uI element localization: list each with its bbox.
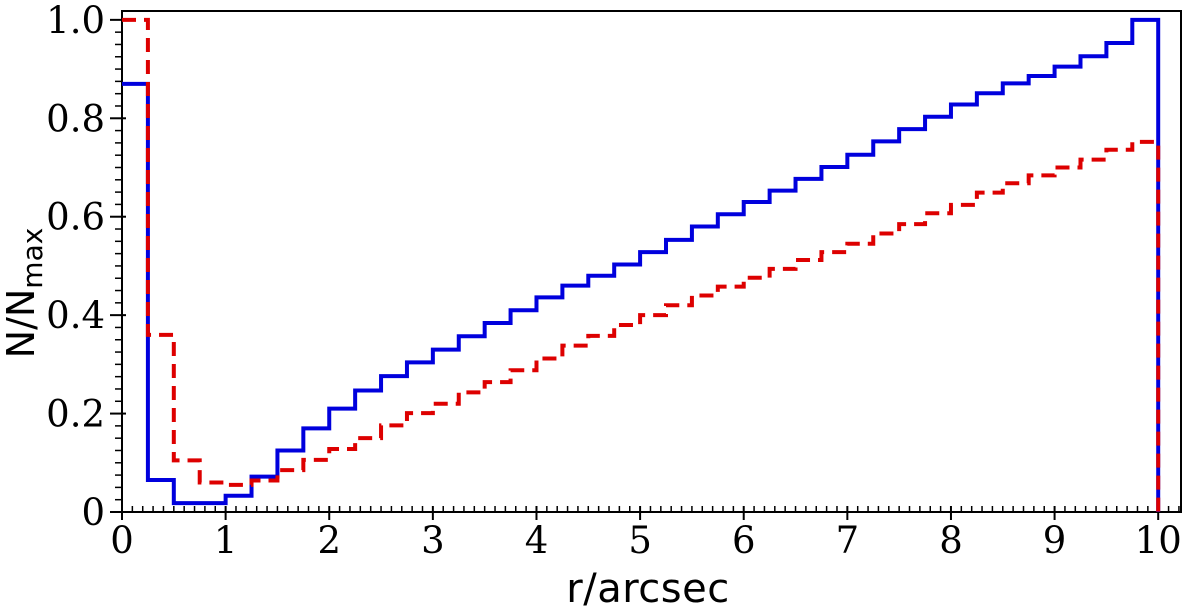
x-axis-label: r/arcsec	[566, 566, 730, 612]
y-tick-label: 0.8	[46, 97, 105, 140]
y-axis-label-main: N/N	[0, 288, 43, 359]
y-tick-label: 0.4	[46, 294, 105, 337]
y-tick-label: 0.6	[46, 196, 105, 239]
x-tick-label: 3	[421, 519, 445, 562]
x-tick-label: 0	[110, 519, 134, 562]
y-tick-label: 0	[81, 491, 105, 534]
x-tick-label: 8	[939, 519, 963, 562]
red-dashed-series-line	[122, 17, 1161, 512]
x-tick-label: 9	[1043, 519, 1067, 562]
y-tick-label: 0.2	[46, 393, 105, 436]
y-axis-label: N/Nmax	[0, 183, 49, 403]
x-tick-label: 5	[628, 519, 652, 562]
x-tick-label: 10	[1135, 519, 1182, 562]
x-tick-label: 7	[836, 519, 860, 562]
y-tick-label: 1.0	[46, 0, 105, 42]
x-tick-label: 6	[732, 519, 756, 562]
x-tick-label: 4	[525, 519, 549, 562]
blue-solid-series-line	[122, 17, 1161, 512]
x-tick-label: 1	[214, 519, 238, 562]
plot-frame	[121, 10, 1182, 513]
y-axis-label-subscript: max	[16, 227, 49, 289]
x-tick-label: 2	[317, 519, 341, 562]
